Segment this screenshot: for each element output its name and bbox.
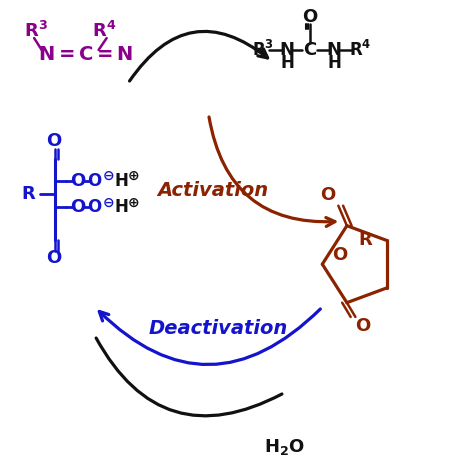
Text: $\mathbf{C}$: $\mathbf{C}$ xyxy=(303,41,318,59)
Text: $\mathbf{O}$: $\mathbf{O}$ xyxy=(302,8,319,26)
Text: $\mathbf{H}$: $\mathbf{H}$ xyxy=(280,54,294,72)
Text: $\mathbf{\ominus}$: $\mathbf{\ominus}$ xyxy=(102,195,114,209)
Text: $\mathbf{N}$: $\mathbf{N}$ xyxy=(327,41,342,59)
Text: $\mathbf{O}$: $\mathbf{O}$ xyxy=(87,172,102,190)
Text: $\mathbf{H}$: $\mathbf{H}$ xyxy=(114,172,128,190)
Text: $\mathbf{R}$: $\mathbf{R}$ xyxy=(357,231,373,249)
Text: $\mathbf{H_2O}$: $\mathbf{H_2O}$ xyxy=(264,437,305,457)
Text: $\mathbf{\oplus}$: $\mathbf{\oplus}$ xyxy=(127,169,139,183)
Text: $\mathbf{H}$: $\mathbf{H}$ xyxy=(327,54,341,72)
Text: $\mathbf{O}$: $\mathbf{O}$ xyxy=(46,132,63,150)
Text: $\mathbf{R^4}$: $\mathbf{R^4}$ xyxy=(92,21,117,41)
Text: $\mathbf{H}$: $\mathbf{H}$ xyxy=(114,198,128,216)
Text: Deactivation: Deactivation xyxy=(148,319,288,338)
Text: $\mathbf{R^3}$: $\mathbf{R^3}$ xyxy=(252,40,274,60)
Text: $\mathbf{O}$: $\mathbf{O}$ xyxy=(356,317,372,335)
Text: $\mathbf{N{=}C{=}N}$: $\mathbf{N{=}C{=}N}$ xyxy=(38,45,133,64)
Text: Activation: Activation xyxy=(158,181,269,200)
Text: $\mathbf{\oplus}$: $\mathbf{\oplus}$ xyxy=(127,195,139,209)
Text: $\mathbf{O}$: $\mathbf{O}$ xyxy=(332,246,348,264)
Text: $\mathbf{O}$: $\mathbf{O}$ xyxy=(70,172,86,190)
Text: $\mathbf{\ominus}$: $\mathbf{\ominus}$ xyxy=(102,169,114,183)
Text: $\mathbf{O}$: $\mathbf{O}$ xyxy=(46,249,63,268)
Text: $\mathbf{O}$: $\mathbf{O}$ xyxy=(70,198,86,216)
Text: $\mathbf{O}$: $\mathbf{O}$ xyxy=(87,198,102,216)
Text: $\mathbf{R^3}$: $\mathbf{R^3}$ xyxy=(24,21,47,41)
Text: $\mathbf{O}$: $\mathbf{O}$ xyxy=(320,186,336,204)
Text: $\mathbf{R^4}$: $\mathbf{R^4}$ xyxy=(349,40,372,60)
Text: $\mathbf{R}$: $\mathbf{R}$ xyxy=(21,185,36,203)
Text: $\mathbf{N}$: $\mathbf{N}$ xyxy=(279,41,294,59)
